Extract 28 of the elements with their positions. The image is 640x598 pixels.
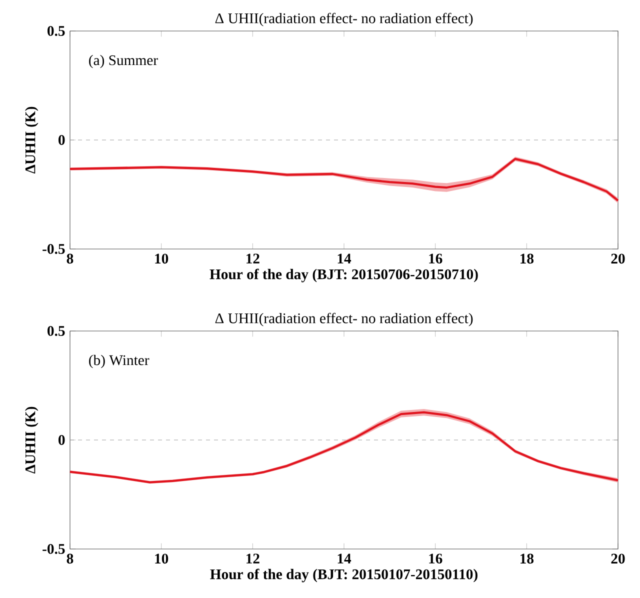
- x-axis-title: Hour of the day (BJT: 20150107-20150110): [210, 568, 478, 582]
- y-tick-label: 0.5: [48, 326, 65, 336]
- x-tick-label: 14: [338, 254, 352, 264]
- y-tick-label: 0: [58, 435, 65, 445]
- x-tick-label: 8: [66, 254, 74, 264]
- y-tick-label: -0.5: [42, 244, 65, 254]
- y-tick-label: -0.5: [42, 544, 65, 554]
- x-tick-label: 20: [611, 554, 625, 564]
- x-tick-label: 14: [338, 554, 352, 564]
- chart-title: Δ UHII(radiation effect- no radiation effect): [215, 312, 473, 326]
- x-tick-label: 18: [520, 254, 534, 264]
- y-tick-label: 0.5: [48, 26, 65, 36]
- chart-title: Δ UHII(radiation effect- no radiation effect): [215, 12, 473, 26]
- x-axis-title: Hour of the day (BJT: 20150706-20150710): [210, 268, 478, 282]
- x-tick-label: 12: [246, 554, 260, 564]
- x-tick-label: 16: [429, 554, 442, 564]
- x-tick-label: 12: [246, 254, 260, 264]
- x-tick-label: 8: [66, 554, 74, 564]
- y-axis-title: ΔUHII (K): [24, 406, 38, 474]
- x-tick-label: 10: [155, 554, 168, 564]
- x-tick-label: 20: [611, 254, 625, 264]
- annotation: (b) Winter: [89, 354, 150, 368]
- y-tick-label: 0: [58, 135, 65, 145]
- x-tick-label: 16: [429, 254, 442, 264]
- x-tick-label: 18: [520, 554, 534, 564]
- x-tick-label: 10: [155, 254, 168, 264]
- annotation: (a) Summer: [89, 54, 158, 68]
- y-axis-title: ΔUHII (K): [24, 106, 38, 174]
